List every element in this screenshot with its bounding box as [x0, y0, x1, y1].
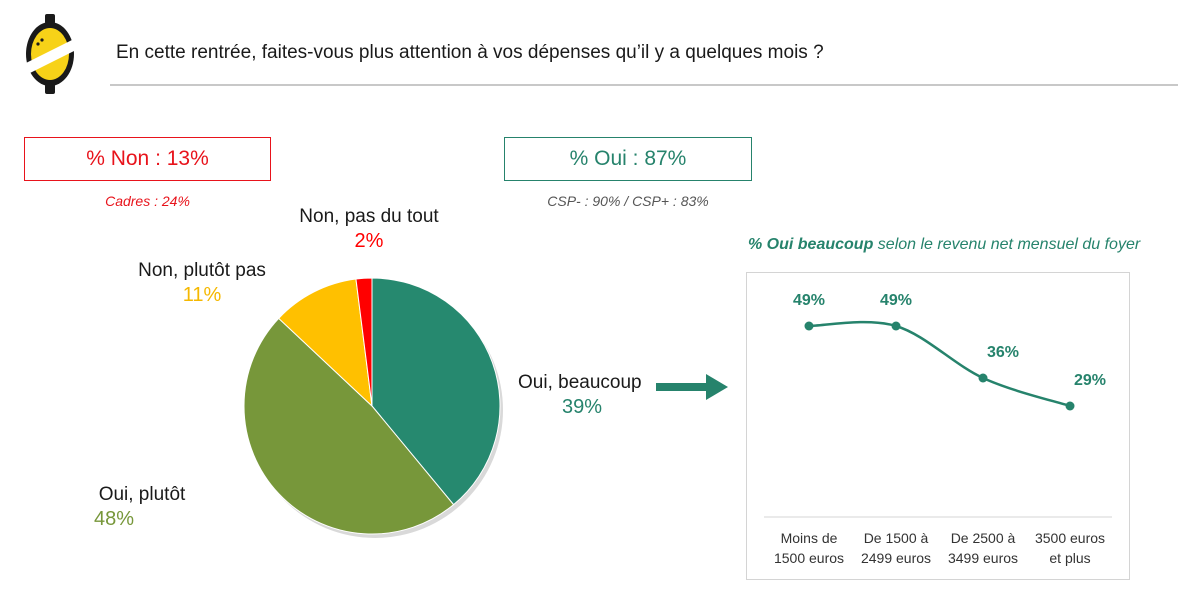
line-point	[891, 321, 901, 331]
pie-category: Oui, plutôt	[98, 484, 186, 505]
x-tick-line: 1500 euros	[773, 550, 845, 566]
line-point	[978, 373, 988, 383]
pie-category: Oui, beaucoup	[518, 372, 642, 393]
pie-percent: 2%	[354, 230, 384, 252]
pie-label-non-pas-du-tout: Non, pas du tout 2%	[292, 206, 446, 253]
line-data-label: 49%	[879, 292, 913, 309]
non-total-box: % Non : 13%	[24, 137, 271, 181]
pie-label-oui-beaucoup: Oui, beaucoup 39%	[518, 372, 648, 419]
x-tick-line: De 2500 à	[950, 530, 1016, 546]
pie-chart	[243, 277, 503, 538]
header-divider	[110, 84, 1178, 86]
pie-label-oui-plutot: Oui, plutôt 48%	[82, 484, 202, 531]
x-tick-label: De 2500 à 3499 euros	[938, 528, 1028, 568]
brand-logo	[24, 14, 76, 94]
line-chart-frame	[746, 272, 1130, 580]
x-tick-line: De 1500 à	[863, 530, 929, 546]
x-tick-line: 2499 euros	[860, 550, 932, 566]
line-chart	[764, 320, 1112, 518]
x-tick-line: 3499 euros	[947, 550, 1019, 566]
oui-total-box: % Oui : 87%	[504, 137, 752, 181]
line-chart-title: % Oui beaucoup selon le revenu net mensu…	[748, 236, 1140, 254]
non-subgroup-note: Cadres : 24%	[105, 193, 190, 209]
pie-category: Non, plutôt pas	[138, 260, 266, 281]
line-point	[1065, 401, 1075, 411]
pie-percent: 11%	[182, 284, 222, 306]
pie-label-non-plutot-pas: Non, plutôt pas 11%	[132, 260, 272, 307]
arrow-right-icon	[656, 374, 728, 400]
pie-percent: 48%	[93, 508, 135, 530]
line-point	[804, 321, 814, 331]
x-tick-label: Moins de 1500 euros	[764, 528, 854, 568]
pie-slice-oui-beaucoup	[371, 277, 501, 506]
line-title-rest: selon le revenu net mensuel du foyer	[873, 236, 1141, 253]
x-tick-line: Moins de	[780, 530, 838, 546]
line-data-label: 49%	[792, 292, 826, 309]
line-series-oui-beaucoup	[808, 320, 1071, 408]
line-data-label: 29%	[1073, 372, 1107, 389]
pie-slice-non-plutot-pas	[277, 278, 373, 408]
x-tick-label: 3500 euros et plus	[1025, 528, 1115, 568]
x-tick-line: 3500 euros	[1034, 530, 1106, 546]
survey-question: En cette rentrée, faites-vous plus atten…	[116, 42, 824, 63]
pie-slice-non-pas-du-tout	[355, 277, 373, 407]
oui-subgroup-note: CSP- : 90% / CSP+ : 83%	[547, 193, 709, 209]
pie-percent: 39%	[562, 396, 603, 418]
x-tick-label: De 1500 à 2499 euros	[851, 528, 941, 568]
line-title-emphasis: % Oui beaucoup	[748, 236, 874, 253]
line-data-label: 36%	[986, 344, 1020, 361]
x-tick-line: et plus	[1049, 550, 1091, 566]
pie-slice-oui-plutot	[243, 317, 455, 535]
pie-category: Non, pas du tout	[299, 206, 439, 227]
